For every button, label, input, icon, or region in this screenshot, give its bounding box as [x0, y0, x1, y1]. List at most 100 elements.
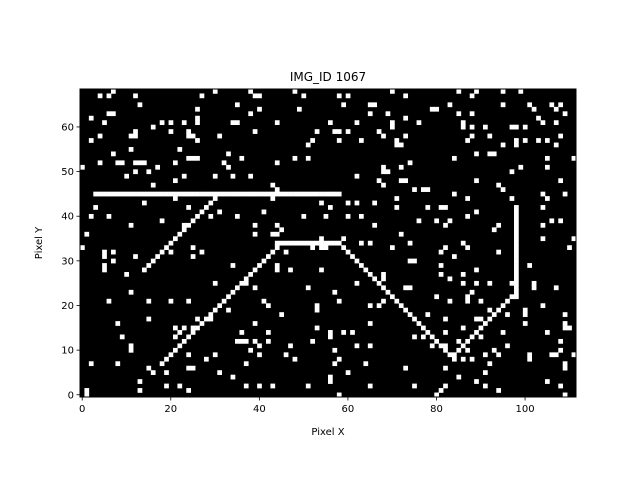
pixel-on — [469, 356, 475, 362]
pixel-on — [292, 191, 298, 197]
pixel-on — [562, 312, 568, 317]
pixel-on — [80, 245, 85, 250]
pixel-on — [133, 169, 138, 175]
pixel-on — [558, 347, 564, 353]
pixel-on — [146, 263, 152, 268]
pixel-on — [177, 191, 183, 197]
pixel-on — [514, 205, 519, 210]
pixel-on — [186, 334, 192, 340]
pixel-on — [474, 151, 479, 157]
pixel-on — [274, 160, 280, 166]
pixel-on — [235, 191, 240, 197]
pixel-on — [221, 160, 227, 166]
pixel-on — [505, 298, 510, 304]
pixel-on — [496, 249, 502, 255]
pixel-on — [248, 272, 254, 277]
pixel-on — [376, 129, 382, 134]
pixel-on — [390, 245, 395, 250]
pixel-on — [266, 303, 271, 309]
pixel-on — [474, 316, 479, 322]
pixel-on — [239, 330, 245, 335]
y-tick-label: 20 — [61, 301, 74, 312]
pixel-on — [190, 365, 196, 371]
pixel-on — [359, 263, 364, 268]
pixel-on — [279, 312, 285, 317]
pixel-on — [186, 155, 192, 161]
pixel-on — [314, 325, 320, 331]
pixel-on — [128, 222, 134, 228]
pixel-on — [390, 294, 395, 300]
pixel-on — [173, 236, 178, 242]
pixel-on — [270, 182, 276, 188]
pixel-on — [514, 236, 519, 242]
pixel-on — [212, 280, 218, 286]
pixel-on — [310, 138, 316, 143]
pixel-on — [142, 267, 147, 273]
pixel-on — [323, 245, 329, 250]
pixel-on — [319, 267, 324, 273]
pixel-on — [549, 102, 555, 108]
pixel-on — [438, 388, 444, 393]
pixel-on — [270, 231, 276, 237]
pixel-on — [159, 361, 165, 367]
pixel-on — [111, 111, 116, 117]
pixel-on — [381, 298, 386, 304]
pixel-on — [190, 330, 196, 335]
pixel-on — [190, 155, 196, 161]
pixel-on — [261, 298, 267, 304]
pixel-on — [562, 321, 568, 326]
pixel-on — [283, 191, 289, 197]
pixel-on — [553, 285, 559, 291]
pixel-on — [88, 361, 94, 367]
pixel-on — [381, 285, 386, 291]
pixel-on — [195, 213, 200, 219]
pixel-on — [297, 106, 302, 112]
pixel-on — [93, 205, 99, 210]
pixel-on — [403, 93, 409, 99]
pixel-on — [514, 227, 519, 233]
pixel-on — [146, 365, 152, 371]
pixel-on — [186, 352, 192, 358]
pixel-on — [217, 133, 223, 139]
pixel-on — [354, 343, 360, 349]
pixel-on — [270, 196, 276, 201]
pixel-on — [186, 205, 192, 210]
pixel-on — [438, 249, 444, 255]
pixel-on — [372, 102, 378, 108]
pixel-on — [190, 218, 196, 224]
pixel-on — [173, 325, 178, 331]
pixel-on — [429, 106, 435, 112]
pixel-on — [328, 374, 333, 380]
pixel-on — [491, 312, 497, 317]
pixel-on — [133, 93, 138, 99]
pixel-on — [558, 133, 564, 139]
pixel-on — [204, 191, 209, 197]
pixel-on — [208, 191, 214, 197]
pixel-on — [195, 138, 200, 143]
pixel-on — [456, 338, 462, 344]
pixel-on — [168, 352, 174, 358]
pixel-on — [456, 89, 462, 94]
pixel-on — [133, 133, 138, 139]
pixel-on — [558, 102, 564, 108]
pixel-on — [412, 316, 417, 322]
pixel-on — [460, 325, 466, 331]
pixel-on — [332, 191, 338, 197]
pixel-on — [514, 289, 519, 295]
pixel-on — [367, 111, 373, 117]
pixel-on — [553, 106, 559, 112]
pixel-on — [230, 374, 236, 380]
pixel-on — [150, 191, 156, 197]
pixel-on — [111, 89, 116, 94]
pixel-on — [438, 263, 444, 268]
pixel-on — [181, 191, 187, 197]
pixel-on — [128, 347, 134, 353]
pixel-on — [452, 356, 457, 362]
pixel-on — [354, 258, 360, 264]
pixel-on — [173, 334, 178, 340]
pixel-on — [266, 338, 271, 344]
pixel-on — [425, 187, 431, 192]
pixel-on — [199, 209, 205, 215]
pixel-on — [447, 352, 453, 358]
pixel-on — [274, 120, 280, 126]
